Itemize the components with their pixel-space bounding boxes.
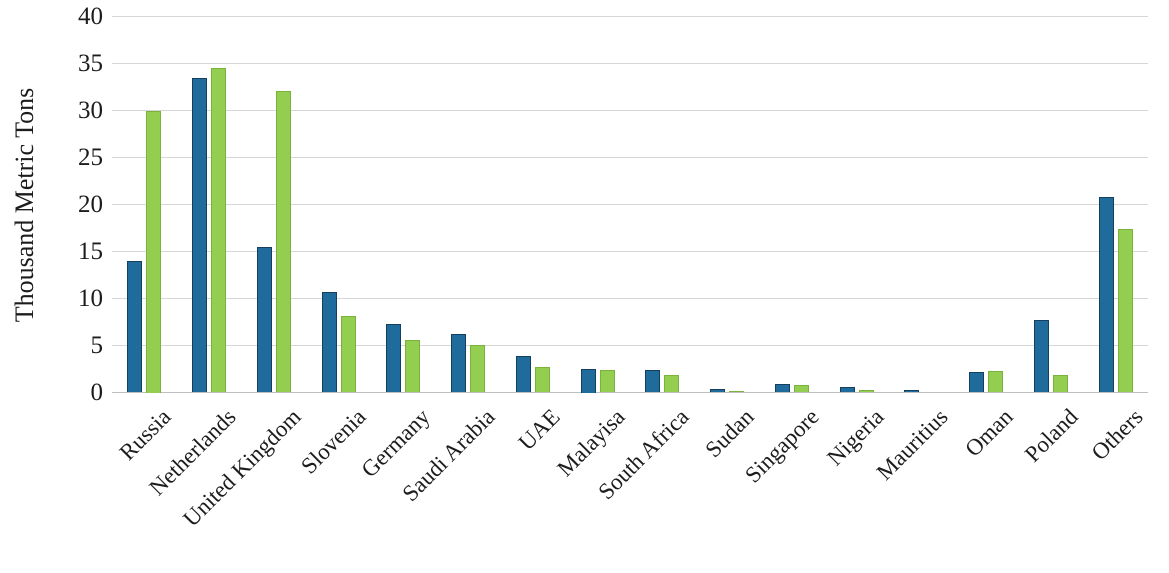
- green-bar: [599, 369, 615, 393]
- gridline: [112, 16, 1148, 17]
- blue-bar: [192, 77, 208, 393]
- blue-bar: [127, 260, 143, 393]
- gridline: [112, 345, 1148, 346]
- blue-bar: [710, 388, 726, 393]
- y-tick-label: 35: [78, 49, 103, 77]
- green-bar: [211, 68, 227, 393]
- blue-bar: [386, 323, 402, 393]
- blue-bar: [969, 371, 985, 393]
- y-tick-label: 0: [90, 378, 104, 406]
- blue-bar: [451, 334, 467, 393]
- blue-bar: [1033, 320, 1049, 393]
- gridline: [112, 251, 1148, 252]
- y-tick-label: 10: [78, 284, 103, 312]
- y-tick-label: 15: [78, 237, 103, 265]
- blue-bar: [904, 389, 920, 393]
- green-bar: [470, 344, 486, 393]
- green-bar: [793, 384, 809, 393]
- blue-bar: [256, 246, 272, 393]
- y-tick-label: 25: [78, 143, 103, 171]
- gridline: [112, 110, 1148, 111]
- gridline: [112, 157, 1148, 158]
- green-bar: [1117, 228, 1133, 393]
- y-tick-label: 5: [90, 331, 104, 359]
- green-bar: [1052, 374, 1068, 393]
- green-bar: [146, 110, 162, 393]
- blue-bar: [645, 369, 661, 393]
- blue-bar: [580, 369, 596, 393]
- green-bar: [534, 367, 550, 393]
- blue-bar: [1098, 196, 1114, 393]
- green-bar: [340, 316, 356, 393]
- green-bar: [729, 390, 745, 393]
- green-bar: [405, 339, 421, 393]
- y-tick-label: 20: [78, 190, 103, 218]
- blue-bar: [774, 384, 790, 393]
- y-tick-label: 40: [78, 2, 103, 30]
- blue-bar: [515, 355, 531, 393]
- gridline: [112, 63, 1148, 64]
- gridline: [112, 204, 1148, 205]
- x-axis-line: [112, 392, 1148, 393]
- green-bar: [988, 370, 1004, 393]
- green-bar: [275, 90, 291, 393]
- green-bar: [664, 374, 680, 393]
- blue-bar: [321, 291, 337, 393]
- gridline: [112, 298, 1148, 299]
- y-tick-label: 30: [78, 96, 103, 124]
- y-axis-title: Thousand Metric Tons: [10, 87, 39, 323]
- blue-bar: [839, 386, 855, 393]
- green-bar: [858, 389, 874, 393]
